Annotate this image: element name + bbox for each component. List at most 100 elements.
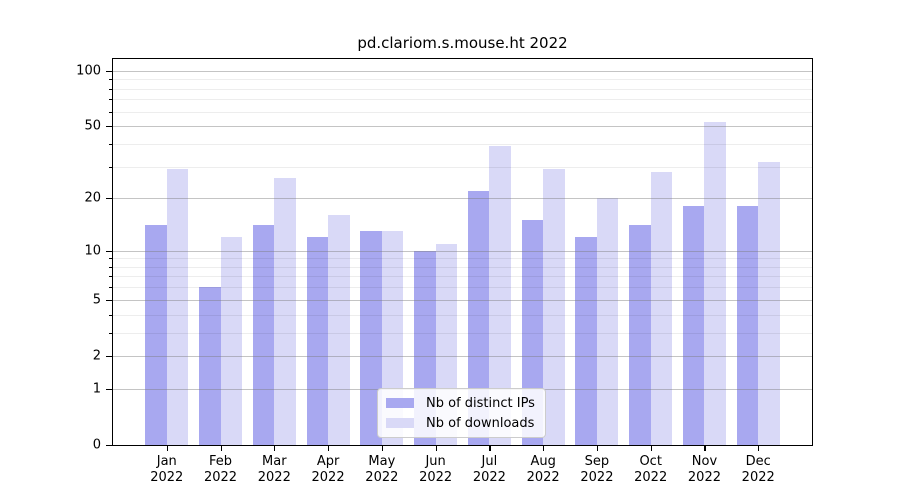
y-tick-label: 100 bbox=[76, 63, 101, 79]
legend-item-distinct-ips: Nb of distinct IPs bbox=[386, 396, 537, 411]
bar-downloads-feb-2022 bbox=[220, 237, 243, 445]
legend-item-downloads: Nb of downloads bbox=[386, 416, 537, 431]
distinct-ips-swatch-icon bbox=[386, 397, 414, 409]
x-tick bbox=[489, 446, 491, 451]
x-tick-label: Aug 2022 bbox=[526, 454, 560, 485]
bar-downloads-jul-2022 bbox=[489, 145, 511, 445]
x-tick-label: May 2022 bbox=[365, 454, 399, 485]
x-tick bbox=[596, 446, 599, 451]
minor-gridline bbox=[113, 266, 812, 268]
y-minor-tick bbox=[109, 258, 112, 260]
bar-distinct-ips-jul-2022 bbox=[467, 190, 490, 445]
bar-downloads-mar-2022 bbox=[274, 177, 296, 445]
minor-gridline bbox=[113, 143, 812, 145]
minor-gridline bbox=[113, 332, 812, 334]
x-tick-label: Jul 2022 bbox=[472, 454, 506, 485]
x-tick-label: Oct 2022 bbox=[634, 454, 668, 485]
x-tick bbox=[704, 446, 706, 451]
y-tick-label: 2 bbox=[92, 348, 101, 364]
y-tick bbox=[106, 70, 112, 73]
minor-gridline bbox=[113, 88, 812, 90]
x-tick-label: Dec 2022 bbox=[741, 454, 775, 485]
y-tick bbox=[106, 355, 112, 358]
major-gridline bbox=[113, 299, 812, 301]
x-tick-label: Apr 2022 bbox=[311, 454, 345, 485]
bar-distinct-ips-sep-2022 bbox=[575, 237, 597, 445]
y-tick-label: 50 bbox=[84, 118, 101, 134]
y-minor-tick bbox=[109, 143, 112, 145]
bar-downloads-nov-2022 bbox=[704, 121, 726, 445]
legend-label-downloads: Nb of downloads bbox=[426, 415, 535, 431]
y-tick-label: 10 bbox=[84, 243, 101, 259]
y-minor-tick bbox=[109, 332, 112, 334]
minor-gridline bbox=[113, 287, 812, 289]
minor-gridline bbox=[113, 258, 812, 260]
y-tick bbox=[106, 299, 112, 301]
major-gridline bbox=[113, 70, 812, 72]
plot-frame bbox=[112, 58, 813, 446]
chart-title: pd.clariom.s.mouse.ht 2022 bbox=[357, 34, 568, 52]
x-tick-label: Jan 2022 bbox=[150, 454, 184, 485]
bar-downloads-dec-2022 bbox=[758, 161, 780, 445]
x-tick-label: Nov 2022 bbox=[687, 454, 721, 485]
y-tick bbox=[106, 250, 112, 252]
x-tick bbox=[381, 446, 384, 451]
x-tick bbox=[166, 446, 168, 451]
y-minor-tick bbox=[109, 314, 112, 316]
y-tick-label: 1 bbox=[92, 381, 101, 397]
downloads-swatch-icon bbox=[386, 417, 414, 429]
bar-distinct-ips-mar-2022 bbox=[252, 225, 275, 445]
x-tick bbox=[274, 446, 276, 451]
minor-gridline bbox=[113, 166, 812, 168]
x-tick-label: Mar 2022 bbox=[257, 454, 291, 485]
y-tick bbox=[106, 388, 112, 390]
y-minor-tick bbox=[109, 79, 112, 81]
y-tick bbox=[106, 198, 112, 200]
x-tick-label: Feb 2022 bbox=[203, 454, 238, 485]
bar-downloads-oct-2022 bbox=[650, 172, 673, 445]
minor-gridline bbox=[113, 276, 812, 278]
y-minor-tick bbox=[109, 287, 112, 289]
x-tick-label: Sep 2022 bbox=[580, 454, 614, 485]
major-gridline bbox=[113, 355, 812, 357]
y-minor-tick bbox=[109, 99, 112, 101]
bar-downloads-jan-2022 bbox=[166, 169, 189, 445]
bar-downloads-sep-2022 bbox=[596, 198, 619, 445]
bar-distinct-ips-jan-2022 bbox=[145, 225, 167, 445]
minor-gridline bbox=[113, 79, 812, 81]
bar-downloads-apr-2022 bbox=[328, 215, 350, 445]
y-minor-tick bbox=[109, 88, 112, 90]
minor-gridline bbox=[113, 111, 812, 113]
bar-downloads-aug-2022 bbox=[543, 169, 565, 445]
bar-distinct-ips-nov-2022 bbox=[682, 206, 705, 445]
y-tick bbox=[106, 126, 112, 128]
x-tick bbox=[758, 446, 760, 451]
y-tick-label: 0 bbox=[92, 437, 101, 453]
minor-gridline bbox=[113, 99, 812, 101]
bar-distinct-ips-oct-2022 bbox=[629, 225, 651, 445]
y-minor-tick bbox=[109, 166, 112, 168]
minor-gridline bbox=[113, 314, 812, 316]
x-tick bbox=[435, 446, 437, 451]
x-tick-label: Jun 2022 bbox=[419, 454, 453, 485]
y-minor-tick bbox=[109, 276, 112, 278]
major-gridline bbox=[113, 250, 812, 252]
bar-distinct-ips-dec-2022 bbox=[736, 206, 759, 445]
y-minor-tick bbox=[109, 111, 112, 113]
x-tick bbox=[328, 446, 330, 451]
x-tick bbox=[543, 446, 545, 451]
major-gridline bbox=[113, 198, 812, 200]
y-tick-label: 20 bbox=[84, 190, 101, 206]
legend-label-distinct-ips: Nb of distinct IPs bbox=[426, 395, 535, 411]
chart-legend: Nb of distinct IPs Nb of downloads bbox=[377, 388, 546, 438]
y-tick bbox=[106, 445, 112, 447]
x-tick bbox=[650, 446, 652, 451]
bar-distinct-ips-may-2022 bbox=[360, 231, 382, 445]
y-tick-label: 5 bbox=[92, 292, 101, 308]
bar-distinct-ips-apr-2022 bbox=[306, 237, 329, 445]
bar-distinct-ips-feb-2022 bbox=[199, 287, 221, 445]
x-tick bbox=[220, 446, 222, 451]
major-gridline bbox=[113, 126, 812, 128]
y-minor-tick bbox=[109, 266, 112, 268]
